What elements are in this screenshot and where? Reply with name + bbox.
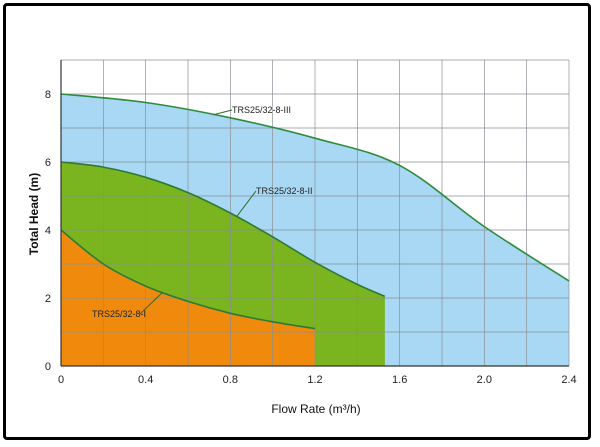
- y-axis-title: Total Head (m): [27, 173, 41, 255]
- x-tick-label: 2.4: [561, 374, 576, 386]
- y-tick-label: 8: [45, 89, 51, 101]
- x-tick-label: 1.6: [392, 374, 407, 386]
- x-tick-label: 0.8: [223, 374, 238, 386]
- series-i-label: TRS25/32-8-I: [92, 309, 146, 319]
- y-tick-labels: 0 2 4 6 8: [45, 89, 51, 373]
- y-tick-label: 4: [45, 225, 51, 237]
- series-labels: TRS25/32-8-III TRS25/32-8-II TRS25/32-8-I: [92, 105, 313, 319]
- y-tick-label: 0: [45, 361, 51, 373]
- series-iii-label-leader: [213, 109, 233, 116]
- series-curves: [60, 93, 570, 330]
- series-ii-label-leader: [236, 190, 257, 217]
- y-tick-label: 2: [45, 293, 51, 305]
- series-iii-curve: [60, 93, 570, 282]
- series-ii-curve: [60, 161, 386, 298]
- series-i-label-leader: [139, 291, 163, 315]
- series-ii-label: TRS25/32-8-II: [256, 186, 313, 196]
- series-i-curve: [60, 229, 316, 330]
- x-axis-title: Flow Rate (m³/h): [271, 402, 360, 416]
- x-tick-label: 0: [58, 374, 64, 386]
- axes: [60, 60, 569, 367]
- x-tick-label: 2.0: [477, 374, 492, 386]
- x-tick-labels: 0 0.4 0.8 1.2 1.6 2.0 2.4: [58, 374, 577, 386]
- x-tick-label: 1.2: [307, 374, 322, 386]
- y-tick-label: 6: [45, 157, 51, 169]
- series-iii-label: TRS25/32-8-III: [232, 105, 291, 115]
- x-tick-label: 0.4: [138, 374, 153, 386]
